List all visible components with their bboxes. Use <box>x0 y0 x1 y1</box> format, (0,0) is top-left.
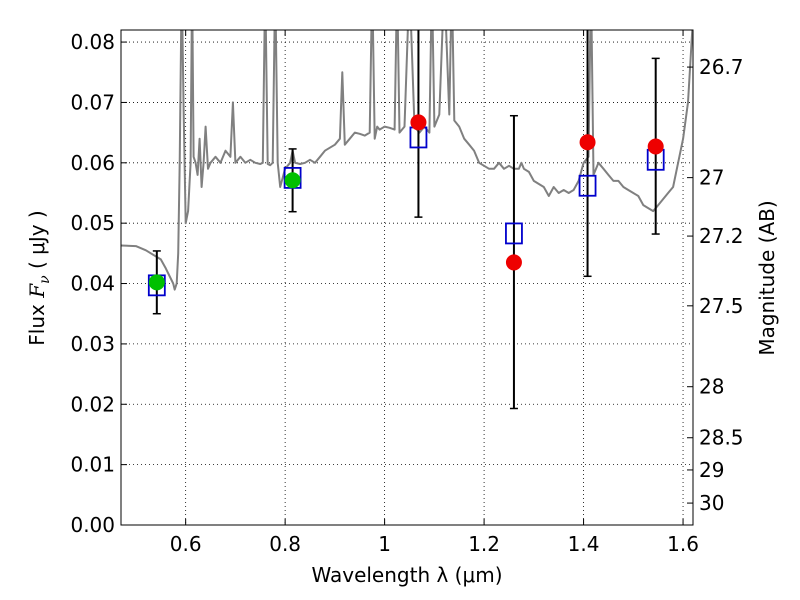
y2-tick-label: 28.5 <box>699 426 744 450</box>
y2-tick-label: 27.5 <box>699 294 744 318</box>
y-axis-ticks: 0.00 0.01 0.02 0.03 0.04 0.05 0.06 0.07 0.08 <box>70 30 127 537</box>
y-tick-label: 0.01 <box>70 453 115 477</box>
y2-tick-label: 30 <box>699 491 724 515</box>
observed-point-red <box>410 114 427 131</box>
y-tick-label: 0.00 <box>70 513 115 537</box>
y2-axis-label: Magnitude (AB) <box>755 200 779 355</box>
y-tick-label: 0.02 <box>70 392 115 416</box>
model-square-marker <box>505 222 523 245</box>
y-axis-label: Flux Fν ( μJy ) <box>25 210 53 345</box>
observed-point-layer <box>148 114 664 291</box>
y-axis-label-suffix: ( μJy ) <box>25 210 49 275</box>
y2-tick-label: 26.7 <box>699 55 744 79</box>
x-tick-label: 0.6 <box>170 532 202 556</box>
y2-tick-label: 28 <box>699 375 724 399</box>
observed-point-green <box>148 274 165 291</box>
x-tick-label: 1.6 <box>667 532 699 556</box>
x-tick-label: 1.2 <box>468 532 500 556</box>
y-tick-label: 0.07 <box>70 90 115 114</box>
y-axis-label-prefix: Flux <box>25 298 49 346</box>
x-axis-label: Wavelength λ (μm) <box>311 563 502 587</box>
plot-frame <box>120 29 694 526</box>
x-tick-label: 1.4 <box>568 532 600 556</box>
y-tick-label: 0.05 <box>70 211 115 235</box>
y2-axis-ticks: 26.7 27 27.2 27.5 28 28.5 29 30 <box>687 55 744 515</box>
x-tick-label: 1 <box>378 532 391 556</box>
y-tick-label: 0.04 <box>70 272 115 296</box>
x-tick-label: 0.8 <box>269 532 301 556</box>
model-square-marker <box>578 174 597 197</box>
y-tick-label: 0.08 <box>70 30 115 54</box>
model-spectrum-layer <box>121 30 693 291</box>
y-tick-label: 0.03 <box>70 332 115 356</box>
grid-lines <box>121 30 693 526</box>
y2-tick-label: 27.2 <box>699 224 744 248</box>
y-axis-label-subscript: ν <box>37 275 53 284</box>
y-tick-label: 0.06 <box>70 151 115 175</box>
observed-point-red <box>579 134 596 151</box>
observed-point-red <box>647 138 664 155</box>
y-axis-label-symbol: F <box>25 283 49 299</box>
model-spectrum-line <box>121 30 693 291</box>
observed-point-red <box>505 254 522 271</box>
x-axis-ticks: 0.6 0.8 1 1.2 1.4 1.6 <box>170 30 699 556</box>
y2-tick-label: 29 <box>699 458 724 482</box>
observed-point-green <box>284 172 301 189</box>
y2-tick-label: 27 <box>699 166 724 190</box>
